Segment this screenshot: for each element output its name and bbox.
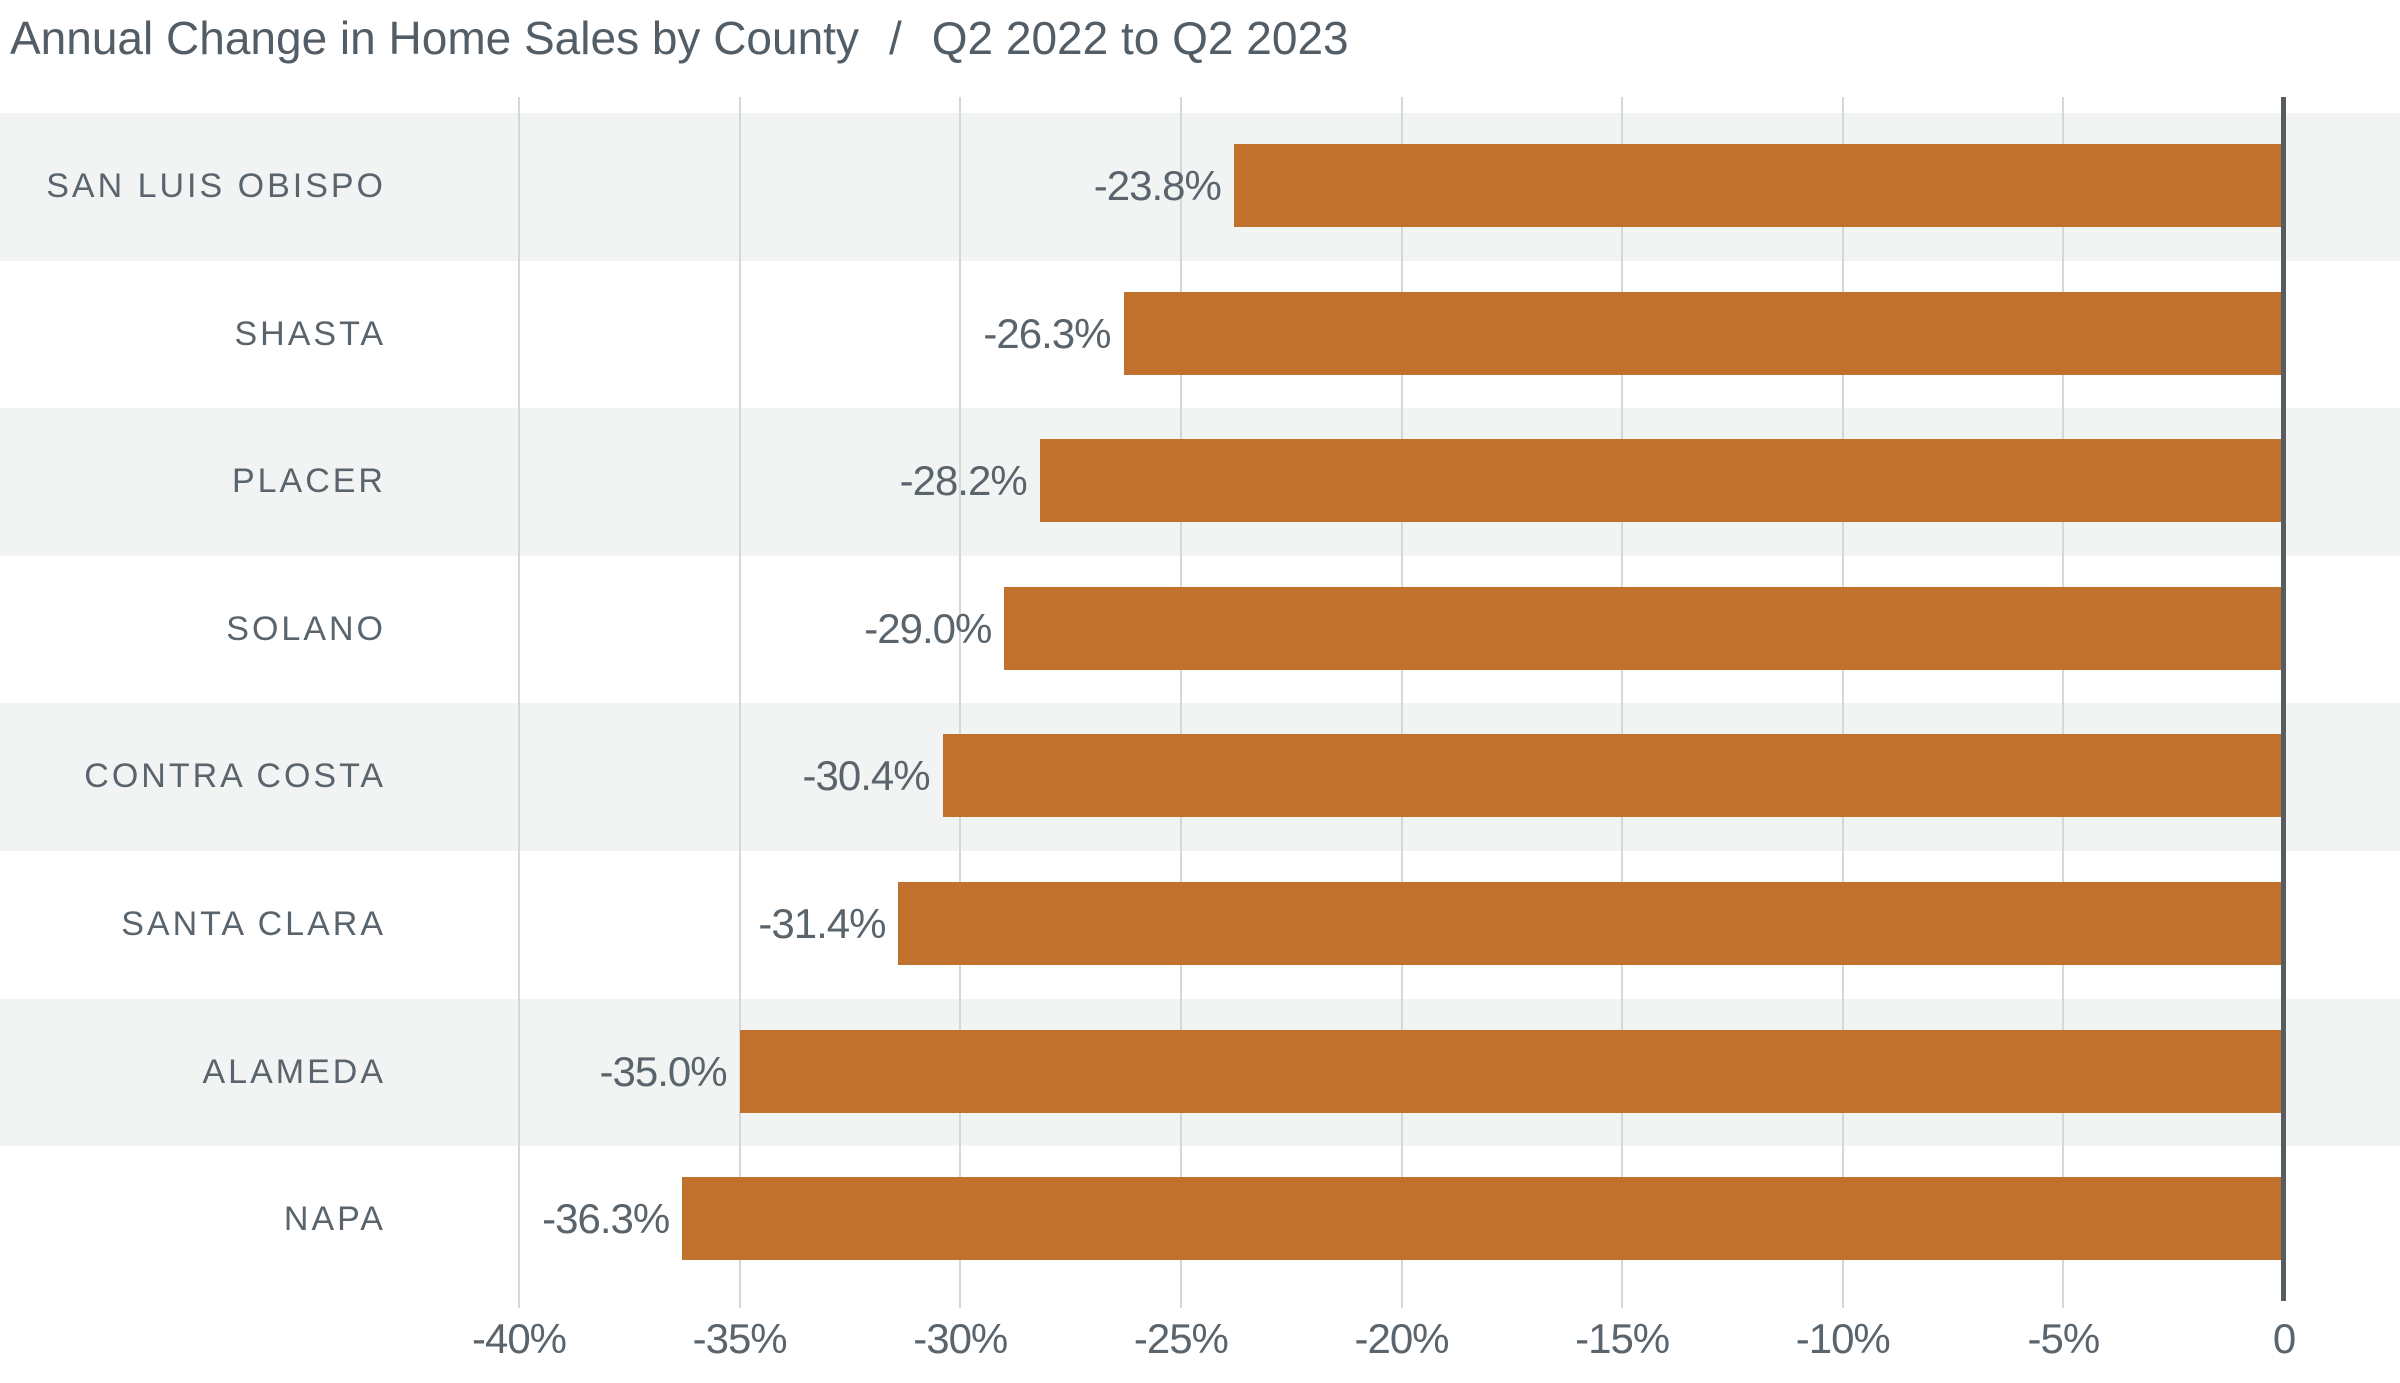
x-tick-label: -40%	[471, 1315, 567, 1362]
x-tick-label: -5%	[2027, 1315, 2101, 1362]
bar	[1233, 144, 2284, 227]
chart-title-separator: /	[888, 12, 902, 64]
bar	[1039, 439, 2284, 523]
x-tick-label: -10%	[1795, 1315, 1891, 1362]
chart-title-main: Annual Change in Home Sales by County	[10, 12, 859, 64]
bar-value-label: -35.0%	[599, 1047, 728, 1095]
bar	[1123, 291, 2284, 375]
gridline	[738, 97, 741, 1308]
category-label: SOLANO	[226, 609, 386, 648]
bar-value-label: -28.2%	[899, 457, 1028, 505]
bar-value-label: -36.3%	[542, 1195, 670, 1243]
x-tick-label: -25%	[1133, 1315, 1229, 1362]
x-tick-label: 0	[2272, 1315, 2296, 1362]
axis-zero-line	[2281, 97, 2286, 1301]
gridline	[2062, 97, 2065, 1308]
category-label: PLACER	[231, 462, 386, 501]
category-label: SANTA CLARA	[121, 905, 386, 943]
chart-title: Annual Change in Home Sales by County / Q2…	[10, 10, 1349, 66]
bar	[682, 1177, 2284, 1261]
bar	[898, 882, 2284, 965]
x-tick-label: -35%	[692, 1315, 788, 1362]
bar	[739, 1029, 2284, 1113]
gridline	[1179, 97, 1182, 1308]
gridline	[518, 97, 520, 1308]
bar-value-label: -26.3%	[983, 309, 1111, 357]
category-label: ALAMEDA	[202, 1052, 386, 1091]
bar	[942, 734, 2284, 818]
category-label: SHASTA	[234, 314, 386, 353]
gridline	[959, 97, 962, 1308]
bar-value-label: -29.0%	[864, 604, 992, 652]
gridline	[1841, 97, 1844, 1308]
bar-value-label: -31.4%	[758, 900, 886, 947]
category-label: SAN LUIS OBISPO	[46, 167, 386, 205]
gridline	[1400, 97, 1403, 1308]
x-tick-label: -20%	[1354, 1315, 1449, 1362]
chart-title-subtitle: Q2 2022 to Q2 2023	[931, 12, 1349, 64]
x-tick-label: -15%	[1575, 1315, 1670, 1362]
gridline	[1621, 97, 1624, 1308]
bar-value-label: -23.8%	[1093, 162, 1222, 209]
bar-value-label: -30.4%	[802, 752, 931, 800]
category-label: NAPA	[283, 1200, 386, 1239]
category-label: CONTRA COSTA	[84, 757, 386, 796]
x-tick-label: -30%	[913, 1315, 1008, 1362]
bar	[1004, 586, 2284, 670]
